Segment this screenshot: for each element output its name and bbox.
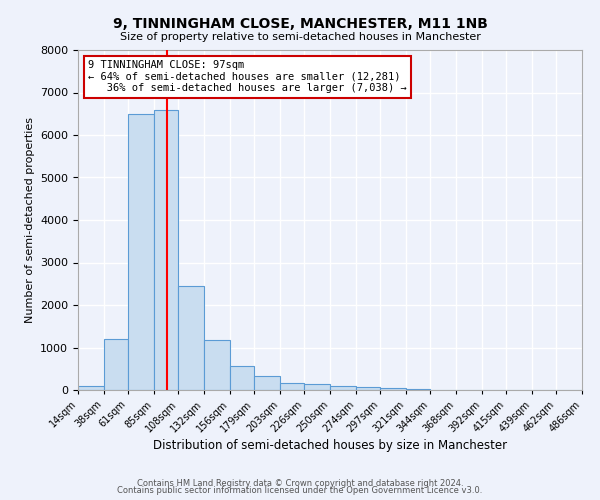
Text: 9 TINNINGHAM CLOSE: 97sqm
← 64% of semi-detached houses are smaller (12,281)
   : 9 TINNINGHAM CLOSE: 97sqm ← 64% of semi-… [88,60,407,94]
Bar [128,114,154,390]
Bar [78,386,104,390]
Bar [356,386,380,390]
Bar [230,366,254,390]
Bar [254,376,280,390]
Bar [330,386,356,390]
Y-axis label: Number of semi-detached properties: Number of semi-detached properties [25,117,35,323]
Text: Contains HM Land Registry data © Crown copyright and database right 2024.: Contains HM Land Registry data © Crown c… [137,478,463,488]
Text: Contains public sector information licensed under the Open Government Licence v3: Contains public sector information licen… [118,486,482,495]
Bar [178,286,204,390]
Text: 9, TINNINGHAM CLOSE, MANCHESTER, M11 1NB: 9, TINNINGHAM CLOSE, MANCHESTER, M11 1NB [113,18,487,32]
X-axis label: Distribution of semi-detached houses by size in Manchester: Distribution of semi-detached houses by … [153,440,507,452]
Bar [304,384,330,390]
Bar [280,383,304,390]
Bar [204,340,230,390]
Bar [406,388,430,390]
Text: Size of property relative to semi-detached houses in Manchester: Size of property relative to semi-detach… [119,32,481,42]
Bar [380,388,406,390]
Bar [154,110,178,390]
Bar [104,339,128,390]
